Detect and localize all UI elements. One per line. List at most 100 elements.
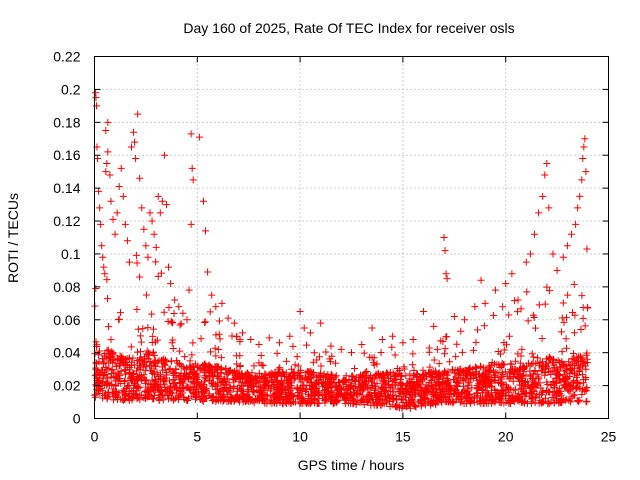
data-point bbox=[218, 299, 226, 307]
data-point bbox=[550, 399, 558, 407]
data-point bbox=[143, 347, 151, 355]
data-point bbox=[92, 365, 100, 373]
data-point bbox=[96, 380, 104, 388]
data-point bbox=[491, 387, 499, 395]
data-point bbox=[270, 398, 278, 406]
data-point bbox=[121, 377, 129, 385]
data-point bbox=[297, 378, 305, 386]
data-point bbox=[189, 386, 197, 394]
data-point bbox=[582, 168, 590, 176]
data-point bbox=[442, 333, 450, 341]
data-point bbox=[538, 367, 546, 375]
data-point bbox=[401, 402, 409, 410]
data-point bbox=[427, 377, 435, 385]
data-point bbox=[528, 394, 536, 402]
data-point bbox=[175, 303, 183, 311]
data-point bbox=[563, 314, 571, 322]
data-point bbox=[542, 388, 550, 396]
data-point bbox=[111, 230, 119, 238]
data-point bbox=[191, 360, 199, 368]
data-point bbox=[255, 340, 263, 348]
data-point bbox=[503, 341, 511, 349]
data-point bbox=[132, 251, 140, 259]
data-point bbox=[160, 375, 168, 383]
data-point bbox=[490, 376, 498, 384]
data-point bbox=[154, 192, 162, 200]
data-point bbox=[425, 344, 433, 352]
data-point bbox=[177, 320, 185, 328]
axis-ticks bbox=[94, 56, 609, 419]
data-point bbox=[439, 337, 447, 345]
data-point bbox=[476, 362, 484, 370]
data-point bbox=[236, 362, 244, 370]
data-point bbox=[125, 396, 133, 404]
data-point bbox=[559, 253, 567, 261]
data-point bbox=[237, 370, 245, 378]
data-point bbox=[276, 364, 284, 372]
data-point bbox=[409, 350, 417, 358]
data-point bbox=[202, 372, 210, 380]
data-point bbox=[442, 398, 450, 406]
data-point bbox=[570, 280, 578, 288]
data-point bbox=[497, 386, 505, 394]
data-point bbox=[491, 286, 499, 294]
data-point bbox=[296, 308, 304, 316]
data-point bbox=[582, 385, 590, 393]
data-point bbox=[214, 365, 222, 373]
data-point bbox=[289, 342, 297, 350]
data-point bbox=[326, 355, 334, 363]
data-point bbox=[563, 364, 571, 372]
data-point bbox=[173, 383, 181, 391]
data-point bbox=[389, 332, 397, 340]
data-point bbox=[97, 220, 105, 228]
data-point bbox=[206, 308, 214, 316]
data-point bbox=[535, 209, 543, 217]
data-point bbox=[189, 176, 197, 184]
data-point bbox=[327, 374, 335, 382]
data-point bbox=[286, 373, 294, 381]
data-point bbox=[247, 382, 255, 390]
data-point bbox=[105, 359, 113, 367]
data-point bbox=[454, 383, 462, 391]
data-point bbox=[566, 385, 574, 393]
data-point bbox=[394, 370, 402, 378]
data-point bbox=[130, 370, 138, 378]
data-point bbox=[542, 355, 550, 363]
data-point bbox=[155, 394, 163, 402]
data-point bbox=[307, 391, 315, 399]
data-point bbox=[239, 389, 247, 397]
data-point bbox=[578, 176, 586, 184]
data-point bbox=[578, 292, 586, 300]
data-point bbox=[165, 377, 173, 385]
data-point bbox=[420, 391, 428, 399]
data-point bbox=[348, 349, 355, 357]
data-point bbox=[581, 322, 589, 330]
data-point bbox=[95, 385, 103, 393]
data-point bbox=[535, 399, 543, 407]
data-point bbox=[446, 382, 454, 390]
data-point bbox=[247, 336, 255, 344]
data-point bbox=[91, 393, 99, 401]
data-point bbox=[206, 377, 214, 385]
data-point bbox=[270, 391, 278, 399]
data-point bbox=[140, 371, 148, 379]
data-point bbox=[220, 396, 228, 404]
data-point bbox=[342, 372, 350, 380]
data-point bbox=[142, 388, 150, 396]
data-point bbox=[430, 356, 438, 364]
data-point bbox=[370, 354, 378, 362]
data-point bbox=[115, 315, 123, 323]
data-point bbox=[481, 382, 489, 390]
data-point bbox=[170, 369, 178, 377]
data-point bbox=[237, 386, 245, 394]
data-point bbox=[102, 363, 110, 371]
data-point bbox=[214, 389, 222, 397]
data-point bbox=[121, 220, 129, 228]
data-point bbox=[425, 397, 433, 405]
data-point bbox=[446, 393, 454, 401]
data-point bbox=[487, 382, 495, 390]
data-point bbox=[378, 336, 386, 344]
data-point bbox=[130, 381, 138, 389]
data-point bbox=[110, 369, 118, 377]
data-point bbox=[530, 314, 538, 322]
